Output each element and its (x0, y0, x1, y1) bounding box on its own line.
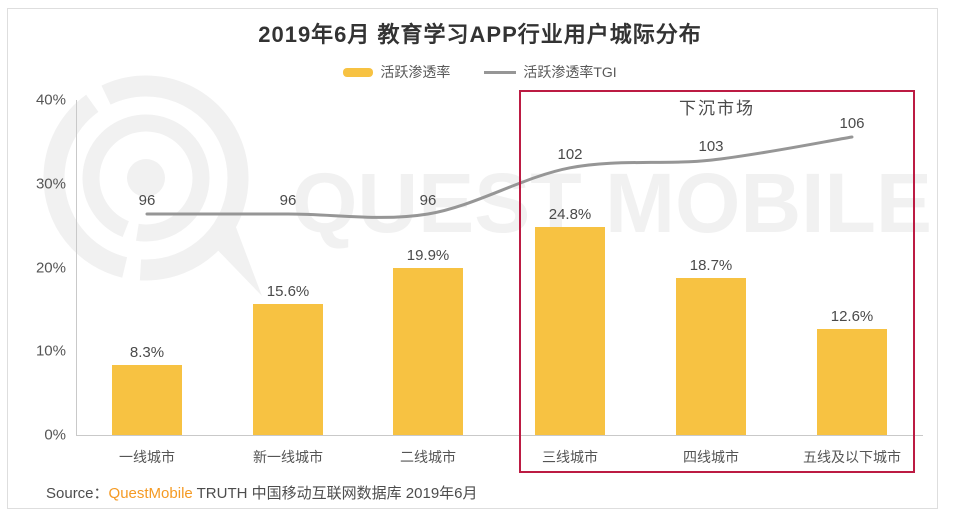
bar-value-label: 15.6% (266, 283, 310, 301)
category-label: 四线城市 (683, 449, 739, 465)
bar-value-label: 18.7% (689, 257, 733, 275)
highlight-region-box (519, 90, 915, 473)
legend-bar-label: 活跃渗透率 (380, 64, 451, 80)
source-suffix: TRUTH 中国移动互联网数据库 2019年6月 (192, 485, 478, 502)
bar (393, 268, 463, 435)
source-prefix: Source： (46, 485, 109, 502)
category-label: 五线及以下城市 (803, 449, 901, 465)
highlight-region-label: 下沉市场 (679, 99, 755, 118)
bar (112, 365, 182, 435)
legend-item-bar: 活跃渗透率 (343, 62, 450, 82)
tgi-value-label: 106 (839, 115, 865, 132)
slide-border (7, 8, 938, 509)
category-label: 三线城市 (542, 449, 598, 465)
line-swatch-icon (484, 70, 517, 74)
bar (676, 278, 746, 435)
bar-value-label: 19.9% (406, 247, 450, 265)
bar-value-label: 12.6% (830, 308, 874, 326)
y-tick-label: 0% (44, 426, 66, 444)
x-axis-line (76, 435, 923, 436)
category-label: 新一线城市 (253, 449, 323, 465)
bar-swatch-icon (343, 67, 374, 77)
legend-line-label: 活跃渗透率TGI (523, 64, 617, 80)
chart-title: 2019年6月 教育学习APP行业用户城际分布 (258, 22, 702, 47)
bar (535, 227, 605, 435)
category-label: 二线城市 (400, 449, 456, 465)
legend-item-line: 活跃渗透率TGI (484, 62, 617, 82)
bar (253, 304, 323, 435)
source-line: Source：QuestMobile TRUTH 中国移动互联网数据库 2019… (46, 482, 478, 503)
bar-value-label: 8.3% (129, 344, 165, 362)
tgi-value-label: 96 (419, 192, 437, 209)
tgi-value-label: 96 (138, 192, 156, 209)
tgi-value-label: 96 (279, 192, 297, 209)
bar (817, 329, 887, 435)
source-brand: QuestMobile (108, 485, 193, 502)
y-tick-label: 10% (35, 342, 66, 360)
y-tick-label: 20% (35, 259, 66, 276)
y-axis-line (76, 100, 77, 435)
legend: 活跃渗透率 活跃渗透率TGI (0, 62, 960, 82)
y-tick-label: 30% (35, 175, 66, 193)
y-tick-label: 40% (35, 91, 66, 109)
category-label: 一线城市 (119, 449, 175, 465)
